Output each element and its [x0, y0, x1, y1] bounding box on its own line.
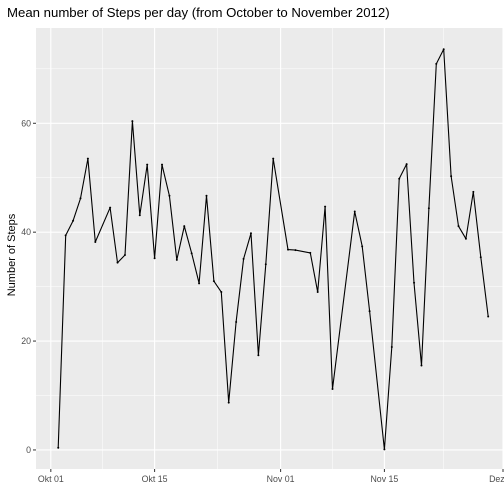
data-point — [242, 257, 245, 260]
data-point — [361, 245, 364, 248]
x-tick-label: Dez 01 — [489, 474, 504, 484]
data-point — [316, 291, 319, 294]
data-point — [205, 194, 208, 197]
data-point — [257, 354, 260, 357]
data-point — [457, 225, 460, 228]
data-point — [161, 163, 164, 166]
data-point — [272, 157, 275, 160]
x-axis: Okt 01 Okt 15 Nov 01 Nov 15 Dez 01 — [38, 469, 504, 484]
data-point — [220, 291, 223, 294]
data-point — [146, 163, 149, 166]
data-point — [309, 251, 312, 254]
chart-title: Mean number of Steps per day (from Octob… — [7, 5, 390, 20]
data-point — [183, 225, 186, 228]
data-point — [398, 177, 401, 180]
data-point — [212, 280, 215, 283]
data-point — [287, 248, 290, 251]
y-tick-label: 0 — [26, 445, 31, 455]
data-point — [249, 232, 252, 235]
data-point — [435, 62, 438, 65]
series-layer — [57, 48, 490, 451]
data-point — [153, 257, 156, 260]
data-point — [109, 206, 112, 209]
x-tick-label: Nov 15 — [370, 474, 398, 484]
data-point — [190, 252, 193, 255]
data-point — [390, 346, 393, 349]
data-point — [427, 207, 430, 210]
y-axis: 0 20 40 60 — [21, 118, 36, 455]
data-point — [264, 263, 267, 266]
data-point — [353, 210, 356, 213]
data-point — [235, 321, 238, 323]
data-point — [123, 254, 126, 257]
data-point — [86, 157, 89, 160]
data-point — [331, 387, 334, 390]
y-tick-label: 20 — [21, 336, 31, 346]
data-point — [479, 256, 482, 259]
data-point — [64, 234, 67, 237]
data-point — [57, 446, 60, 449]
data-point — [72, 219, 75, 222]
x-tick-label: Nov 01 — [267, 474, 295, 484]
x-tick-label: Okt 01 — [38, 474, 64, 484]
data-point — [116, 261, 119, 264]
data-point — [79, 197, 82, 200]
data-point — [368, 310, 371, 313]
data-point — [405, 163, 408, 166]
data-point — [131, 120, 134, 123]
data-point — [168, 194, 171, 197]
x-tick-label: Okt 15 — [142, 474, 168, 484]
data-point — [175, 258, 178, 261]
y-tick-label: 60 — [21, 118, 31, 128]
data-point — [472, 190, 475, 193]
data-point — [442, 48, 445, 51]
data-point — [420, 364, 423, 367]
y-tick-label: 40 — [21, 227, 31, 237]
data-point — [94, 240, 97, 243]
data-point — [198, 282, 201, 285]
data-point — [138, 214, 141, 217]
data-point — [464, 237, 467, 240]
data-point — [450, 175, 453, 178]
data-point — [294, 249, 297, 252]
data-point — [383, 448, 386, 451]
data-point — [227, 401, 230, 404]
data-point — [487, 315, 490, 318]
data-point — [413, 281, 416, 284]
plot-panel — [36, 28, 503, 469]
y-axis-title: Number of Steps — [6, 213, 18, 296]
data-point — [324, 205, 327, 208]
